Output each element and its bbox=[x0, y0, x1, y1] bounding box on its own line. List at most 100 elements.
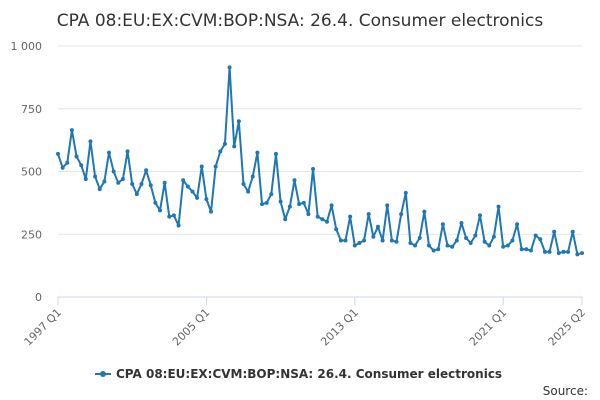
data-point[interactable] bbox=[505, 243, 510, 248]
data-point[interactable] bbox=[394, 239, 399, 244]
data-point[interactable] bbox=[528, 248, 533, 253]
data-point[interactable] bbox=[148, 183, 153, 188]
data-point[interactable] bbox=[315, 214, 320, 219]
data-point[interactable] bbox=[477, 213, 482, 218]
data-point[interactable] bbox=[385, 203, 390, 208]
data-point[interactable] bbox=[269, 192, 274, 197]
data-point[interactable] bbox=[366, 212, 371, 217]
data-point[interactable] bbox=[264, 200, 269, 205]
data-point[interactable] bbox=[227, 65, 232, 70]
data-point[interactable] bbox=[236, 119, 241, 124]
data-point[interactable] bbox=[357, 241, 362, 246]
data-point[interactable] bbox=[209, 209, 214, 214]
data-point[interactable] bbox=[111, 169, 116, 174]
data-point[interactable] bbox=[171, 213, 176, 218]
data-point[interactable] bbox=[292, 178, 297, 183]
data-point[interactable] bbox=[65, 160, 70, 165]
data-point[interactable] bbox=[436, 247, 441, 252]
data-point[interactable] bbox=[116, 180, 121, 185]
data-point[interactable] bbox=[403, 190, 408, 195]
data-point[interactable] bbox=[533, 233, 538, 238]
data-point[interactable] bbox=[556, 251, 561, 256]
data-point[interactable] bbox=[510, 238, 515, 243]
data-point[interactable] bbox=[181, 178, 186, 183]
data-point[interactable] bbox=[218, 149, 223, 154]
data-point[interactable] bbox=[440, 222, 445, 227]
data-point[interactable] bbox=[134, 192, 139, 197]
data-point[interactable] bbox=[338, 238, 343, 243]
data-point[interactable] bbox=[162, 180, 167, 185]
data-point[interactable] bbox=[246, 189, 251, 194]
data-point[interactable] bbox=[213, 164, 218, 169]
data-point[interactable] bbox=[352, 243, 357, 248]
data-point[interactable] bbox=[552, 229, 557, 234]
data-point[interactable] bbox=[454, 238, 459, 243]
data-point[interactable] bbox=[260, 202, 265, 207]
data-point[interactable] bbox=[199, 164, 204, 169]
data-point[interactable] bbox=[538, 237, 543, 242]
data-point[interactable] bbox=[250, 174, 255, 179]
data-point[interactable] bbox=[348, 214, 353, 219]
data-point[interactable] bbox=[399, 212, 404, 217]
data-point[interactable] bbox=[324, 219, 329, 224]
data-point[interactable] bbox=[241, 182, 246, 187]
data-point[interactable] bbox=[204, 197, 209, 202]
data-point[interactable] bbox=[482, 239, 487, 244]
data-point[interactable] bbox=[496, 204, 501, 209]
data-point[interactable] bbox=[320, 217, 325, 222]
data-point[interactable] bbox=[176, 223, 181, 228]
data-point[interactable] bbox=[120, 177, 125, 182]
data-point[interactable] bbox=[222, 141, 227, 146]
data-point[interactable] bbox=[515, 222, 520, 227]
data-point[interactable] bbox=[519, 247, 524, 252]
data-point[interactable] bbox=[408, 241, 413, 246]
data-point[interactable] bbox=[422, 209, 427, 214]
data-point[interactable] bbox=[125, 149, 130, 154]
data-point[interactable] bbox=[107, 150, 112, 155]
data-point[interactable] bbox=[306, 212, 311, 217]
data-point[interactable] bbox=[431, 248, 436, 253]
data-point[interactable] bbox=[56, 151, 60, 156]
data-point[interactable] bbox=[311, 166, 316, 171]
data-point[interactable] bbox=[273, 151, 278, 156]
data-point[interactable] bbox=[473, 233, 478, 238]
data-point[interactable] bbox=[570, 229, 575, 234]
data-point[interactable] bbox=[417, 236, 422, 241]
data-point[interactable] bbox=[297, 202, 302, 207]
data-point[interactable] bbox=[130, 182, 135, 187]
data-point[interactable] bbox=[301, 200, 306, 205]
data-point[interactable] bbox=[287, 204, 292, 209]
data-point[interactable] bbox=[334, 227, 339, 232]
data-point[interactable] bbox=[380, 238, 385, 243]
data-point[interactable] bbox=[283, 217, 288, 222]
data-point[interactable] bbox=[195, 195, 200, 200]
data-point[interactable] bbox=[185, 184, 190, 189]
data-point[interactable] bbox=[153, 200, 158, 205]
data-point[interactable] bbox=[97, 187, 102, 192]
data-point[interactable] bbox=[375, 224, 380, 229]
data-point[interactable] bbox=[450, 244, 455, 249]
data-point[interactable] bbox=[343, 238, 348, 243]
data-point[interactable] bbox=[60, 165, 65, 170]
data-point[interactable] bbox=[79, 163, 84, 168]
data-point[interactable] bbox=[426, 243, 431, 248]
data-point[interactable] bbox=[74, 154, 79, 159]
data-point[interactable] bbox=[445, 243, 450, 248]
data-point[interactable] bbox=[232, 144, 237, 149]
data-point[interactable] bbox=[464, 236, 469, 241]
data-point[interactable] bbox=[468, 241, 473, 246]
data-point[interactable] bbox=[139, 182, 144, 187]
data-point[interactable] bbox=[561, 249, 566, 254]
data-point[interactable] bbox=[88, 139, 93, 144]
data-point[interactable] bbox=[389, 238, 394, 243]
data-point[interactable] bbox=[542, 249, 547, 254]
data-point[interactable] bbox=[362, 238, 367, 243]
data-point[interactable] bbox=[524, 247, 529, 252]
data-point[interactable] bbox=[329, 203, 334, 208]
data-point[interactable] bbox=[459, 220, 464, 225]
data-point[interactable] bbox=[580, 251, 584, 256]
data-point[interactable] bbox=[190, 189, 195, 194]
data-point[interactable] bbox=[487, 243, 492, 248]
data-point[interactable] bbox=[501, 244, 506, 249]
legend[interactable]: CPA 08:EU:EX:CVM:BOP:NSA: 26.4. Consumer… bbox=[95, 367, 502, 381]
